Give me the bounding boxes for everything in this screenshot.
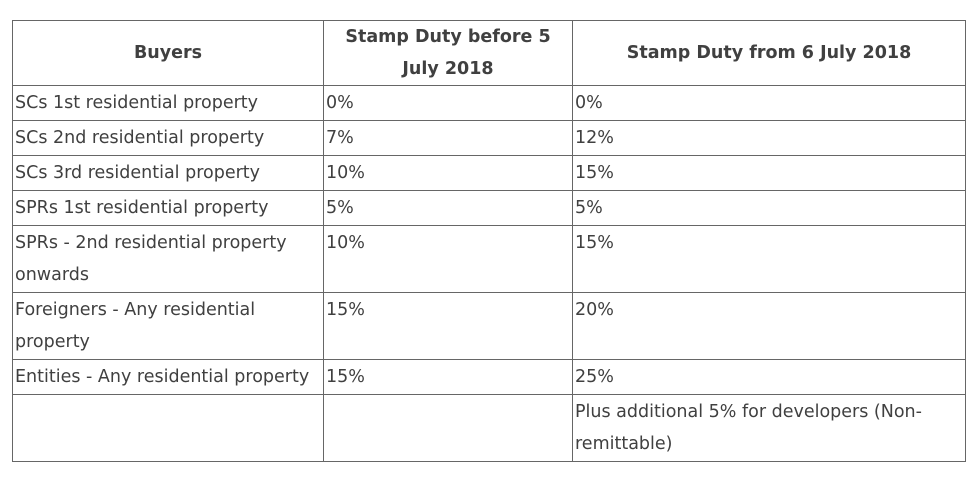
- table-row: SPRs - 2nd residential property onwards …: [12, 225, 966, 293]
- duty-before-cell: 15%: [323, 359, 573, 395]
- buyer-cell: Entities - Any residential property: [12, 359, 324, 395]
- buyer-cell: SCs 1st residential property: [12, 85, 324, 121]
- duty-from-cell: 12%: [572, 120, 966, 156]
- table-row: SPRs 1st residential property 5% 5%: [12, 190, 966, 226]
- duty-before-cell: 15%: [323, 292, 573, 360]
- duty-from-cell: 0%: [572, 85, 966, 121]
- header-row: Buyers Stamp Duty before 5 July 2018 Sta…: [12, 20, 966, 86]
- duty-from-cell: 5%: [572, 190, 966, 226]
- header-buyers: Buyers: [12, 20, 324, 86]
- duty-before-cell: 7%: [323, 120, 573, 156]
- duty-before-cell: [323, 394, 573, 462]
- header-duty-before: Stamp Duty before 5 July 2018: [323, 20, 573, 86]
- buyer-cell: [12, 394, 324, 462]
- header-duty-from: Stamp Duty from 6 July 2018: [572, 20, 966, 86]
- duty-before-cell: 0%: [323, 85, 573, 121]
- duty-from-cell: 15%: [572, 225, 966, 293]
- duty-from-cell: 20%: [572, 292, 966, 360]
- stamp-duty-table: Buyers Stamp Duty before 5 July 2018 Sta…: [12, 20, 966, 462]
- table-row: Entities - Any residential property 15% …: [12, 359, 966, 395]
- buyer-cell: SPRs 1st residential property: [12, 190, 324, 226]
- duty-from-cell: 25%: [572, 359, 966, 395]
- duty-before-cell: 10%: [323, 155, 573, 191]
- table-row: SCs 3rd residential property 10% 15%: [12, 155, 966, 191]
- table-row: Plus additional 5% for developers (Non-r…: [12, 394, 966, 462]
- developer-note-cell: Plus additional 5% for developers (Non-r…: [572, 394, 966, 462]
- table-header: Buyers Stamp Duty before 5 July 2018 Sta…: [12, 20, 966, 86]
- table-row: SCs 1st residential property 0% 0%: [12, 85, 966, 121]
- duty-before-cell: 10%: [323, 225, 573, 293]
- buyer-cell: SCs 3rd residential property: [12, 155, 324, 191]
- duty-from-cell: 15%: [572, 155, 966, 191]
- table-row: SCs 2nd residential property 7% 12%: [12, 120, 966, 156]
- buyer-cell: SCs 2nd residential property: [12, 120, 324, 156]
- buyer-cell: Foreigners - Any residential property: [12, 292, 324, 360]
- table-row: Foreigners - Any residential property 15…: [12, 292, 966, 360]
- duty-before-cell: 5%: [323, 190, 573, 226]
- buyer-cell: SPRs - 2nd residential property onwards: [12, 225, 324, 293]
- table-body: SCs 1st residential property 0% 0% SCs 2…: [12, 85, 966, 462]
